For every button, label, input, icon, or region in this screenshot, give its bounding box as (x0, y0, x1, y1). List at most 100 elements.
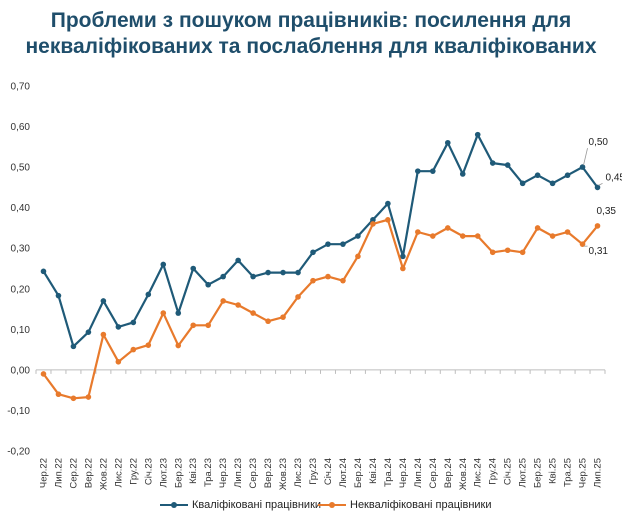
data-point-s0 (115, 324, 122, 330)
data-point-s1 (594, 223, 601, 229)
x-tick-label: Бер.23 (173, 458, 184, 488)
data-point-s1 (280, 314, 286, 320)
data-point-s1 (100, 331, 107, 338)
data-point-s0 (130, 319, 137, 326)
data-point-s0 (415, 168, 421, 174)
legend-item-skilled: Кваліфіковані працівники (160, 499, 321, 511)
y-tick-label: 0,30 (11, 244, 31, 255)
x-tick-label: Кві.25 (548, 458, 559, 484)
x-tick-label: Чер.23 (218, 458, 229, 488)
x-tick-label: Вер.22 (83, 458, 94, 488)
data-point-s0 (205, 281, 211, 288)
x-tick-label: Бер.25 (533, 458, 544, 488)
data-point-s1 (549, 233, 556, 239)
data-point-s0 (100, 298, 107, 304)
data-point-s0 (444, 139, 451, 146)
x-tick-label: Гру.23 (308, 458, 319, 485)
data-point-s0 (549, 180, 556, 187)
data-point-s0 (160, 261, 167, 268)
data-point-s0 (489, 160, 496, 166)
data-point-s0 (459, 171, 466, 177)
data-point-s1 (579, 241, 586, 247)
data-point-s1 (400, 265, 406, 272)
data-point-s0 (175, 310, 182, 316)
y-tick-label: -0,10 (7, 406, 30, 417)
data-point-s1 (295, 294, 301, 300)
x-tick-label: Вер.23 (263, 458, 274, 488)
y-tick-label: 0,40 (11, 203, 31, 214)
data-point-s0 (519, 180, 526, 187)
data-point-s1 (444, 225, 451, 231)
legend-item-unskilled: Некваліфіковані працівники (318, 499, 492, 511)
data-point-s1 (459, 233, 466, 239)
x-tick-label: Лис.24 (473, 458, 484, 488)
data-point-s1 (564, 229, 571, 235)
data-point-s1 (115, 358, 122, 365)
data-label: 0,50 (589, 137, 609, 148)
x-tick-label: Жов.22 (98, 458, 109, 490)
data-point-s1 (145, 342, 152, 348)
x-tick-label: Січ.25 (503, 458, 514, 485)
y-tick-label: 0,00 (11, 365, 31, 376)
series-line-0 (42, 133, 599, 348)
data-point-s0 (400, 253, 406, 260)
chart-legend: Кваліфіковані працівники Некваліфіковані… (0, 499, 622, 519)
data-label: 0,45 (606, 172, 622, 183)
data-label: 0,35 (597, 206, 617, 217)
x-tick-label: Сер.23 (248, 458, 259, 489)
annotation-leader-line (598, 183, 603, 186)
data-point-s1 (504, 247, 511, 254)
x-tick-label: Гру.24 (488, 458, 499, 485)
x-tick-label: Вер.24 (443, 458, 454, 488)
x-tick-label: Лют.23 (158, 458, 169, 488)
data-point-s1 (130, 346, 137, 353)
data-point-s0 (355, 233, 361, 239)
data-point-s0 (220, 273, 226, 280)
x-tick-label: Лип.24 (413, 458, 424, 488)
data-point-s1 (474, 233, 481, 239)
x-tick-label: Лют.24 (338, 458, 349, 488)
data-point-s1 (519, 249, 526, 256)
data-point-s1 (489, 249, 496, 256)
data-point-s0 (579, 164, 586, 170)
x-tick-label: Лип.25 (593, 458, 604, 488)
data-point-s0 (280, 269, 286, 276)
chart-title-line-2: некваліфікованих та послаблення для квал… (25, 35, 597, 58)
x-tick-label: Кві.24 (368, 458, 379, 484)
legend-swatch-skilled (160, 502, 188, 508)
data-point-s0 (265, 269, 271, 276)
data-point-s1 (250, 310, 256, 316)
data-point-s0 (594, 184, 601, 191)
data-point-s0 (70, 343, 77, 350)
x-tick-label: Січ.24 (323, 458, 334, 485)
x-tick-label: Лис.23 (293, 458, 304, 488)
x-tick-label: Лип.22 (53, 458, 64, 488)
data-point-s0 (55, 292, 62, 299)
data-point-s1 (534, 225, 541, 231)
x-tick-label: Бер.24 (353, 458, 364, 488)
y-tick-label: 0,20 (11, 284, 31, 295)
data-point-s1 (55, 391, 62, 398)
y-tick-label: 0,50 (11, 163, 31, 174)
x-tick-label: Тра.24 (383, 458, 394, 487)
data-point-s0 (504, 162, 511, 168)
chart-title: Проблеми з пошуком працівників: посиленн… (0, 8, 622, 60)
chart-title-line-1: Проблеми з пошуком працівників: посиленн… (50, 9, 572, 32)
data-point-s0 (370, 217, 376, 223)
data-point-s1 (160, 310, 167, 316)
y-tick-label: 0,70 (11, 82, 31, 93)
data-point-s1 (340, 277, 346, 284)
data-point-s0 (235, 257, 241, 264)
annotation-leader-line (583, 148, 588, 166)
data-point-s1 (40, 371, 47, 377)
data-point-s1 (205, 322, 211, 329)
data-point-s0 (340, 241, 346, 247)
legend-label-skilled: Кваліфіковані працівники (192, 499, 322, 511)
x-tick-label: Лип.23 (233, 458, 244, 488)
x-tick-label: Тра.25 (563, 458, 574, 487)
data-point-s1 (235, 302, 241, 308)
data-point-s0 (325, 241, 331, 247)
x-tick-label: Чер.25 (578, 458, 589, 488)
x-tick-label: Жов.24 (458, 458, 469, 490)
data-point-s0 (534, 172, 541, 179)
